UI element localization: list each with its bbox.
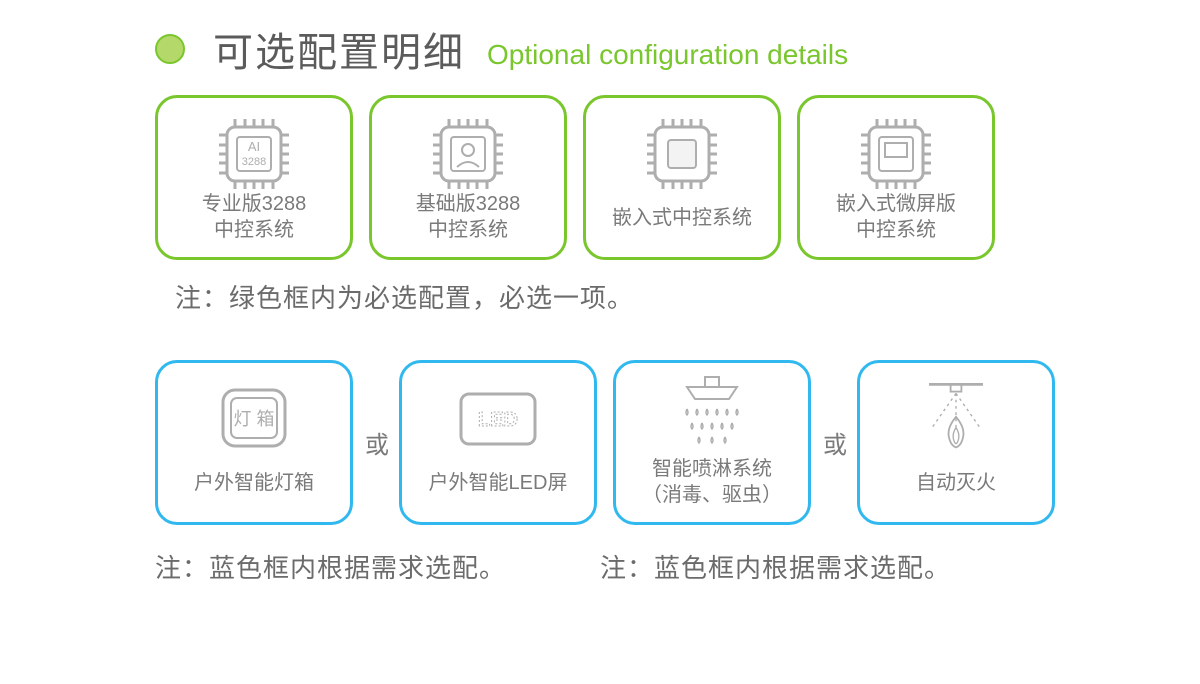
title-zh: 可选配置明细 bbox=[213, 20, 465, 78]
note-optional-2: 注：蓝色框内根据需求选配。 bbox=[600, 548, 951, 585]
card-auto-extinguish: 自动灭火 bbox=[857, 360, 1055, 525]
fire-extinguish-icon bbox=[911, 375, 1001, 455]
card-lightbox: 灯 箱 户外智能灯箱 bbox=[155, 360, 353, 525]
card-basic-3288: 基础版3288 中控系统 bbox=[369, 95, 567, 260]
chip-screen-icon bbox=[851, 114, 941, 194]
note-optional-1: 注：蓝色框内根据需求选配。 bbox=[155, 548, 506, 585]
card-sprinkler: 智能喷淋系统 （消毒、驱虫） bbox=[613, 360, 811, 525]
card-label: 户外智能灯箱 bbox=[194, 470, 314, 508]
card-label: 自动灭火 bbox=[916, 470, 996, 508]
or-separator: 或 bbox=[365, 425, 389, 460]
card-label: 嵌入式中控系统 bbox=[612, 205, 752, 243]
card-led-screen: LED 户外智能LED屏 bbox=[399, 360, 597, 525]
card-pro-3288: AI 3288 专业版3288 中控系统 bbox=[155, 95, 353, 260]
svg-text:3288: 3288 bbox=[242, 156, 266, 168]
svg-text:AI: AI bbox=[248, 139, 260, 154]
svg-text:灯 箱: 灯 箱 bbox=[233, 409, 274, 429]
note-required: 注：绿色框内为必选配置，必选一项。 bbox=[175, 278, 634, 315]
required-config-row: AI 3288 专业版3288 中控系统 基础版3288 中控系统 bbox=[155, 95, 1011, 260]
sprinkler-icon bbox=[667, 373, 757, 453]
or-separator: 或 bbox=[823, 425, 847, 460]
card-embedded: 嵌入式中控系统 bbox=[583, 95, 781, 260]
svg-text:LED: LED bbox=[478, 409, 518, 431]
title-en: Optional configuration details bbox=[487, 39, 848, 71]
chip-ai-3288-icon: AI 3288 bbox=[209, 114, 299, 194]
bullet-icon bbox=[155, 34, 185, 64]
card-label: 户外智能LED屏 bbox=[429, 470, 568, 508]
optional-config-row: 灯 箱 户外智能灯箱 或 LED 户外智能LED屏 bbox=[155, 360, 1071, 525]
chip-plain-icon bbox=[637, 114, 727, 194]
card-embedded-microscreen: 嵌入式微屏版 中控系统 bbox=[797, 95, 995, 260]
page-header: 可选配置明细 Optional configuration details bbox=[155, 20, 848, 78]
card-label: 嵌入式微屏版 中控系统 bbox=[836, 191, 956, 243]
card-label: 基础版3288 中控系统 bbox=[416, 191, 521, 243]
card-label: 智能喷淋系统 （消毒、驱虫） bbox=[642, 456, 782, 508]
led-icon: LED bbox=[453, 379, 543, 459]
lightbox-icon: 灯 箱 bbox=[209, 379, 299, 459]
chip-person-icon bbox=[423, 114, 513, 194]
card-label: 专业版3288 中控系统 bbox=[202, 191, 307, 243]
